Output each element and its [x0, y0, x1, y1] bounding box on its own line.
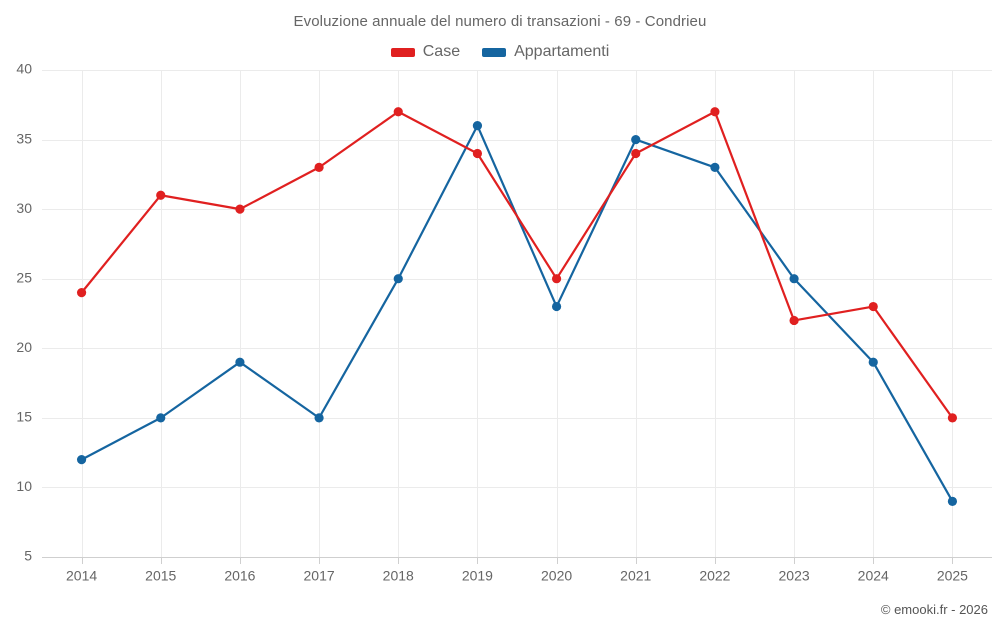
axis-lines	[42, 557, 992, 564]
legend-swatch-case	[390, 47, 415, 57]
data-series	[76, 107, 958, 506]
x-axis-tick-labels: 2014 2015 2016 2017 2018 2019 2020 2021 2022 2023…	[66, 567, 968, 583]
data-point-marker[interactable]	[710, 107, 720, 117]
data-point-marker[interactable]	[472, 148, 483, 159]
x-tick-label: 2022	[699, 567, 730, 583]
data-point-marker[interactable]	[393, 107, 403, 117]
x-tick-label: 2017	[304, 567, 335, 583]
x-tick-label: 2025	[937, 567, 968, 583]
y-tick-label: 10	[16, 478, 32, 494]
chart-legend: Case Appartamenti	[0, 44, 1000, 60]
data-point-marker[interactable]	[631, 148, 641, 159]
data-point-marker[interactable]	[789, 274, 799, 284]
x-tick-label: 2020	[541, 567, 572, 583]
data-point-marker[interactable]	[947, 496, 958, 506]
data-point-marker[interactable]	[868, 357, 878, 367]
legend-label-case: Case	[422, 43, 461, 60]
data-point-marker[interactable]	[314, 413, 324, 423]
x-tick-label: 2016	[224, 567, 255, 583]
x-tick-label: 2014	[66, 567, 97, 583]
gridlines	[42, 70, 992, 557]
y-axis-tick-labels: 5 10 15 20 25 30 35 40	[16, 61, 32, 564]
x-tick-label: 2021	[620, 567, 651, 583]
data-point-marker[interactable]	[393, 274, 403, 284]
data-point-marker[interactable]	[235, 204, 245, 214]
data-point-marker[interactable]	[314, 162, 324, 172]
data-point-marker[interactable]	[551, 274, 562, 284]
series-line-case	[80, 110, 954, 419]
data-point-marker[interactable]	[868, 301, 878, 312]
y-tick-label: 40	[16, 61, 32, 77]
data-point-marker[interactable]	[551, 301, 562, 312]
series-line-appartamenti	[80, 124, 954, 503]
x-tick-label: 2024	[858, 567, 889, 583]
y-tick-label: 30	[16, 200, 32, 216]
y-tick-label: 20	[16, 339, 32, 355]
chart-title: Evoluzione annuale del numero di transaz…	[293, 13, 707, 30]
data-point-marker[interactable]	[631, 134, 641, 145]
data-point-marker[interactable]	[947, 413, 958, 423]
data-point-marker[interactable]	[472, 121, 483, 131]
copyright-credit: © emooki.fr - 2026	[880, 602, 988, 617]
x-tick-label: 2019	[462, 567, 493, 583]
y-tick-label: 15	[16, 409, 32, 425]
data-point-marker[interactable]	[235, 357, 245, 367]
legend-swatch-appartamenti	[482, 47, 507, 57]
data-point-marker[interactable]	[710, 162, 720, 172]
data-point-marker[interactable]	[156, 413, 166, 423]
data-point-marker[interactable]	[789, 315, 799, 326]
legend-label-appartamenti: Appartamenti	[514, 43, 610, 60]
x-tick-label: 2023	[779, 567, 810, 583]
y-tick-label: 35	[16, 130, 32, 146]
x-tick-label: 2015	[145, 567, 176, 583]
y-tick-label: 25	[16, 269, 32, 285]
legend-item-case[interactable]: Case	[390, 43, 461, 60]
y-tick-label: 5	[24, 548, 32, 564]
legend-item-appartamenti[interactable]: Appartamenti	[482, 44, 609, 60]
data-point-marker[interactable]	[76, 288, 87, 298]
data-point-marker[interactable]	[76, 455, 87, 465]
x-tick-label: 2018	[383, 567, 414, 583]
data-point-marker[interactable]	[156, 190, 166, 200]
